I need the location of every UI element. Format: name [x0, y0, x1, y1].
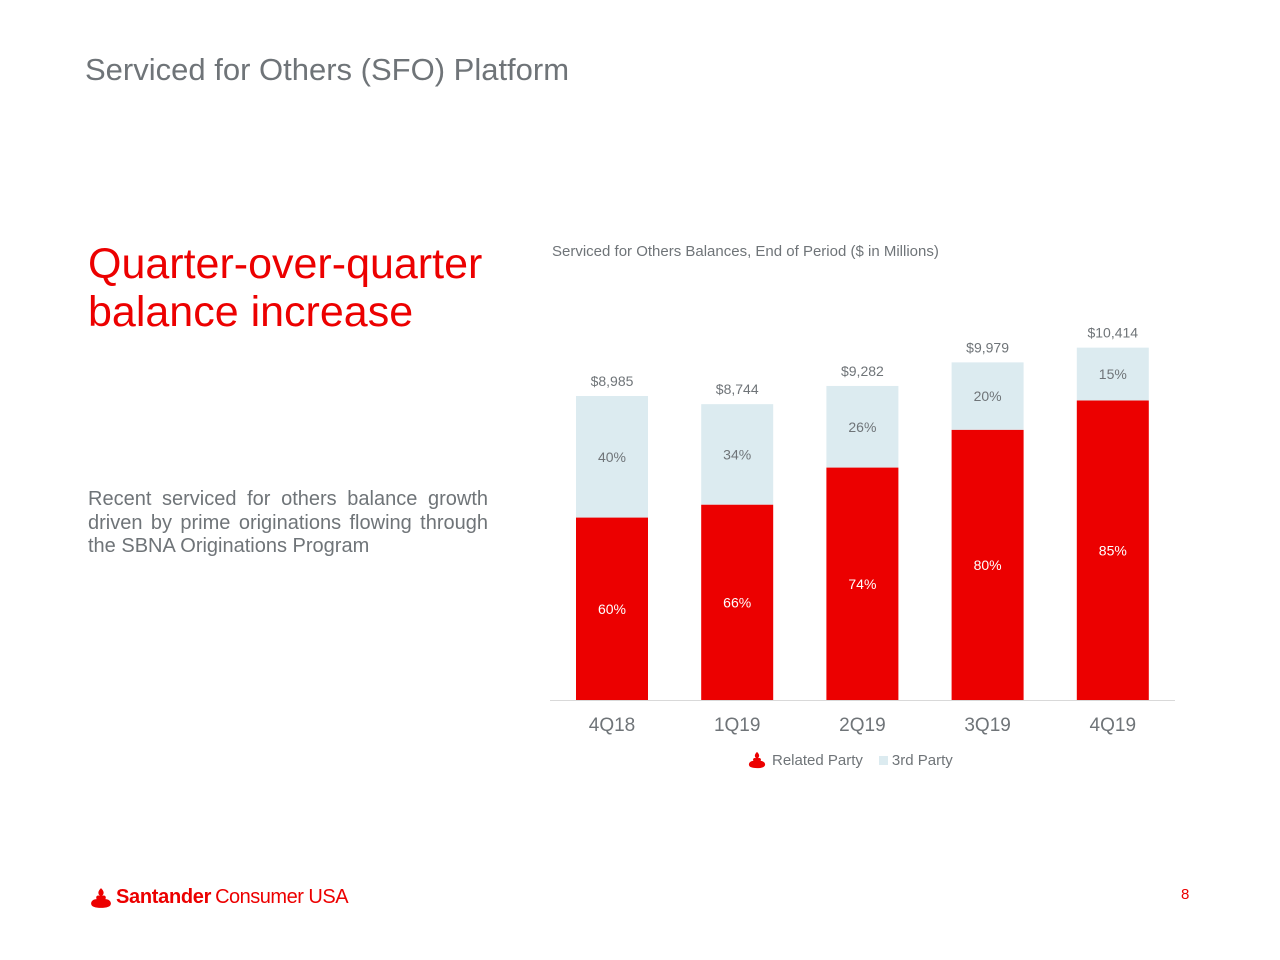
legend-label-related-party: Related Party [772, 751, 863, 769]
x-tick-label: 1Q19 [714, 715, 760, 736]
santander-flame-icon [748, 751, 766, 769]
total-label: $8,985 [591, 373, 634, 389]
total-label: $10,414 [1087, 325, 1138, 341]
bar-segment-related-party [951, 429, 1024, 700]
x-tick-label: 4Q18 [589, 715, 635, 736]
legend-item-3rd-party: 3rd Party [878, 751, 953, 769]
bar-segment-3rd-party [576, 396, 648, 518]
stacked-bar-chart: $8,985 40% 60% 4Q18 $8,744 34% 66% 1Q19 $9,282 26… [550, 325, 1175, 736]
headline: Quarter-over-quarter balance increase [88, 240, 482, 336]
pct-label-3rd-party: 26% [848, 419, 876, 435]
bar-segment-related-party [701, 504, 774, 700]
bar-segment-related-party [1076, 400, 1149, 700]
body-text: Recent serviced for others balance growt… [88, 488, 488, 557]
chart-legend: Related Party 3rd Party [748, 751, 969, 769]
x-tick-label: 3Q19 [964, 715, 1010, 736]
total-label: $9,979 [966, 339, 1009, 355]
slide-title: Serviced for Others (SFO) Platform [85, 52, 570, 87]
pct-label-3rd-party: 40% [598, 449, 626, 465]
legend-item-related-party: Related Party [748, 751, 863, 769]
pct-label-related-party: 66% [723, 594, 751, 610]
x-tick-label: 2Q19 [839, 715, 885, 736]
headline-line-1: Quarter-over-quarter [88, 240, 483, 288]
pct-label-related-party: 80% [974, 557, 1002, 573]
x-tick-label: 4Q19 [1090, 715, 1136, 736]
chart-title: Serviced for Others Balances, End of Per… [552, 243, 939, 260]
total-label: $9,282 [841, 363, 884, 379]
bar-segment-related-party [826, 467, 899, 700]
santander-consumer-usa-logo: Santander Consumer USA [90, 886, 349, 909]
page-number: 8 [1181, 886, 1190, 903]
bar-segment-3rd-party [701, 404, 774, 505]
logo-brand-text: Santander [116, 886, 212, 908]
logo-suffix-text: Consumer USA [215, 886, 349, 908]
bar-segment-3rd-party [826, 385, 899, 468]
pct-label-3rd-party: 34% [723, 446, 751, 462]
pct-label-related-party: 74% [848, 576, 876, 592]
total-label: $8,744 [716, 381, 759, 397]
santander-flame-icon [91, 887, 111, 908]
pct-label-3rd-party: 15% [1099, 366, 1127, 382]
pct-label-3rd-party: 20% [974, 388, 1002, 404]
legend-swatch-3rd-party [878, 755, 888, 765]
headline-line-2: balance increase [88, 288, 414, 336]
bar-segment-related-party [576, 517, 648, 700]
bar-segment-3rd-party [951, 362, 1024, 430]
bar-segment-3rd-party [1076, 347, 1149, 401]
pct-label-related-party: 60% [598, 601, 626, 617]
legend-label-3rd-party: 3rd Party [891, 751, 953, 769]
pct-label-related-party: 85% [1099, 542, 1127, 558]
